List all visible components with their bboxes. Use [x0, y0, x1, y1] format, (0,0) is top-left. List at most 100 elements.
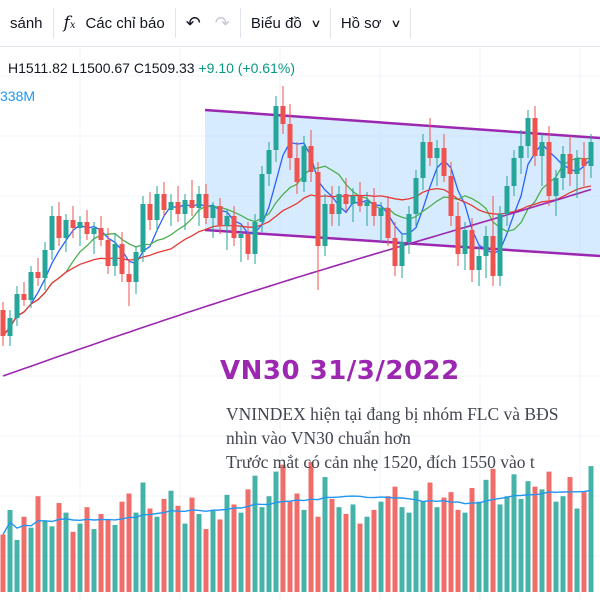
volume-bar — [434, 507, 440, 592]
candle-body — [63, 220, 69, 238]
candle-body — [301, 146, 307, 182]
volume-bar — [546, 471, 552, 592]
candle-body — [525, 118, 531, 146]
compare-button[interactable]: sánh — [0, 0, 53, 46]
chevron-down-icon: ∨ — [389, 17, 402, 30]
candle-body — [245, 234, 251, 254]
candle-body — [210, 206, 216, 218]
candle-body — [455, 216, 461, 254]
candle-body — [49, 216, 55, 250]
candle-body — [273, 106, 279, 150]
volume-bar — [427, 482, 433, 592]
toolbar-divider — [174, 8, 176, 38]
candle-body — [497, 214, 503, 276]
volume-bar — [182, 523, 188, 592]
annotation-line-2: nhìn vào VN30 chuẩn hơn — [226, 428, 411, 448]
annotation-line-3: Trước mắt có cản nhẹ 1520, đích 1550 vào… — [226, 452, 535, 472]
volume-bar — [203, 529, 209, 592]
volume-bar — [49, 526, 55, 592]
volume-bar — [84, 507, 90, 592]
compare-label: sánh — [10, 14, 43, 32]
volume-bar — [196, 514, 202, 592]
candle-body — [84, 222, 90, 234]
candle-body — [224, 216, 230, 226]
candle-body — [343, 194, 349, 204]
candle-body — [14, 294, 20, 318]
profile-menu-button[interactable]: Hồ sơ ∨ — [331, 0, 410, 46]
candle-body — [147, 204, 153, 220]
volume-bar — [574, 508, 580, 592]
volume-bar — [336, 507, 342, 592]
volume-bar — [455, 509, 461, 592]
candle-body — [441, 148, 447, 176]
candle-body — [469, 230, 475, 270]
candle-body — [105, 240, 111, 266]
volume-bar — [399, 507, 405, 592]
legend-change: +9.10 (+0.61%) — [198, 60, 295, 76]
volume-bar — [70, 531, 76, 592]
volume-bar — [378, 501, 384, 592]
indicators-button[interactable]: fx Các chỉ báo — [54, 0, 175, 46]
volume-bar — [77, 523, 83, 592]
volume-bar — [14, 540, 20, 592]
annotation-title: VN30 31/3/2022 — [220, 356, 460, 386]
volume-bar — [21, 516, 27, 592]
candle-body — [21, 294, 27, 300]
volume-bar — [364, 516, 370, 592]
candle-body — [350, 196, 356, 204]
profile-menu-label: Hồ sơ — [340, 14, 382, 32]
volume-bar — [0, 534, 6, 592]
toolbar-divider — [52, 8, 54, 38]
volume-bar — [301, 509, 307, 592]
candle-body — [581, 158, 587, 166]
candle-body — [287, 124, 293, 158]
candle-body — [553, 178, 559, 196]
candle-body — [189, 200, 195, 208]
volume-bar — [210, 509, 216, 592]
candle-body — [560, 154, 566, 178]
redo-icon[interactable]: ↷ — [214, 12, 230, 33]
candle-body — [322, 204, 328, 246]
toolbar-divider — [239, 8, 241, 38]
indicators-label: Các chỉ báo — [85, 14, 165, 32]
candle-body — [266, 150, 272, 174]
undo-icon[interactable]: ↶ — [185, 12, 201, 33]
candle-body — [392, 238, 398, 266]
candle-body — [434, 148, 440, 158]
volume-bar — [217, 519, 223, 592]
candle-body — [448, 176, 454, 216]
candle-body — [511, 158, 517, 186]
legend-low: L1500.67 — [71, 60, 130, 76]
candle-body — [203, 194, 209, 218]
volume-bar — [7, 509, 13, 592]
volume-bar — [238, 512, 244, 592]
candle-body — [133, 252, 139, 282]
annotation-line-1: VNINDEX hiện tại đang bị nhóm FLC và BĐS — [226, 404, 559, 424]
candle-body — [357, 196, 363, 206]
candle-body — [175, 202, 181, 214]
candle-body — [294, 158, 300, 182]
candle-body — [56, 216, 62, 238]
candle-body — [574, 158, 580, 174]
volume-bar — [343, 514, 349, 592]
volume-bar — [483, 479, 489, 592]
volume-bar — [133, 512, 139, 592]
volume-ma-line — [2, 489, 592, 535]
volume-bar — [245, 489, 251, 592]
volume-bar — [462, 512, 468, 592]
volume-bar — [539, 489, 545, 592]
candle-body — [7, 318, 13, 336]
candle-body — [371, 202, 377, 216]
price-chart[interactable] — [0, 46, 600, 600]
volume-bar — [119, 501, 125, 592]
volume-bar — [91, 529, 97, 592]
volume-bar — [441, 497, 447, 592]
chart-menu-label: Biểu đồ — [250, 14, 302, 32]
chart-menu-button[interactable]: Biểu đồ ∨ — [241, 0, 330, 46]
candle-body — [112, 244, 118, 266]
volume-bar — [35, 496, 41, 592]
volume-bar — [476, 501, 482, 592]
candle-body — [427, 142, 433, 158]
toolbar-divider — [409, 8, 411, 38]
candle-body — [406, 214, 412, 242]
